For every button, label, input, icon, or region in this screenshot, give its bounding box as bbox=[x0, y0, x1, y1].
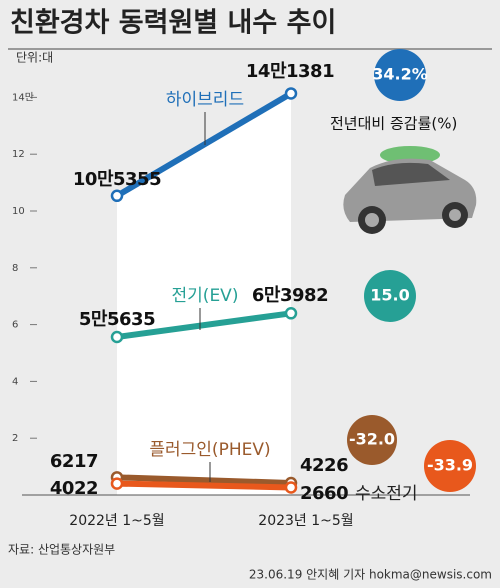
value-label: 6만3982 bbox=[252, 285, 328, 306]
series-line bbox=[116, 474, 292, 486]
series-line bbox=[116, 480, 292, 491]
value-label: 2660 bbox=[300, 483, 348, 504]
car-illustration bbox=[343, 146, 477, 234]
y-tick-label: 4 bbox=[12, 376, 18, 387]
point bbox=[284, 481, 298, 494]
series-line bbox=[115, 90, 293, 199]
point bbox=[110, 189, 124, 203]
value-label: 4022 bbox=[50, 478, 98, 499]
x-tick-label: 2022년 1~5월 bbox=[69, 513, 164, 529]
value-label: 5만5635 bbox=[79, 309, 155, 330]
value-label: 6217 bbox=[50, 451, 98, 472]
series-line bbox=[116, 310, 292, 340]
legend-note: 전년대비 증감률(%) bbox=[330, 115, 457, 133]
change-badge bbox=[424, 440, 476, 492]
point bbox=[110, 477, 124, 490]
series-name: 하이브리드 bbox=[166, 90, 244, 110]
series-name: 전기(EV) bbox=[172, 286, 239, 306]
value-label: 14만1381 bbox=[246, 61, 334, 82]
y-tick-label: 8 bbox=[12, 263, 18, 274]
subtitle: 단위:대 bbox=[16, 51, 53, 65]
chart-title: 친환경차 동력원별 내수 추이 bbox=[10, 8, 336, 39]
change-label: -32.0 bbox=[349, 430, 395, 449]
y-tick-label: 6 bbox=[12, 320, 18, 331]
x-tick-label: 2023년 1~5월 bbox=[258, 513, 353, 529]
point bbox=[284, 307, 298, 320]
change-label: 15.0 bbox=[370, 286, 409, 305]
plot-backdrop bbox=[117, 93, 291, 495]
series-name: 플러그인(PHEV) bbox=[149, 440, 270, 460]
change-label: -33.9 bbox=[427, 456, 473, 475]
change-badge bbox=[364, 270, 416, 322]
y-tick-label: 2 bbox=[12, 433, 18, 444]
title-rule bbox=[8, 48, 492, 50]
series-name: 수소전기 bbox=[355, 484, 418, 504]
point bbox=[284, 87, 298, 100]
y-tick-label: 10 bbox=[12, 206, 25, 217]
point bbox=[110, 330, 124, 344]
change-badge bbox=[374, 49, 426, 101]
y-tick-label: 14만 bbox=[12, 91, 34, 103]
change-label: 34.2% bbox=[372, 65, 428, 84]
y-tick-label: 12 bbox=[12, 149, 25, 160]
change-badge bbox=[347, 415, 397, 465]
value-label: 4226 bbox=[300, 455, 348, 476]
value-label: 10만5355 bbox=[73, 169, 161, 190]
source: 자료: 산업통상자원부 bbox=[8, 543, 115, 557]
credit: 23.06.19 안지혜 기자 hokma@newsis.com bbox=[249, 568, 492, 582]
